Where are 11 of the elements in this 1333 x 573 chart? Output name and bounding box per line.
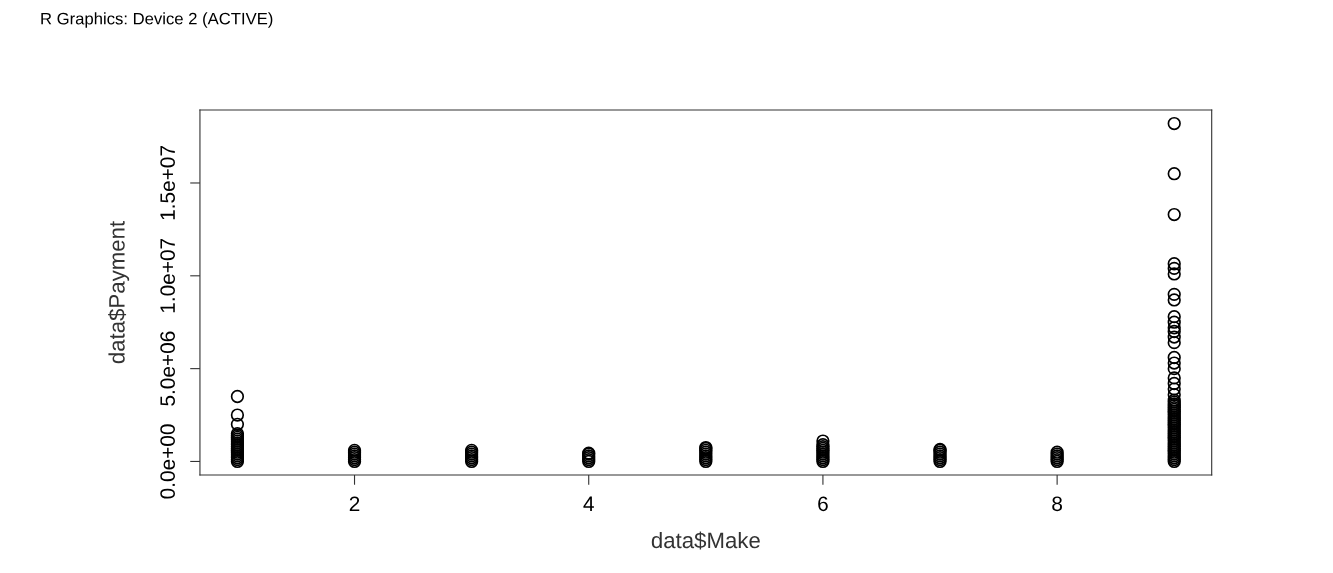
x-tick-label: 8 [1052,496,1063,512]
y-axis-title: data$Payment [108,221,130,364]
x-tick-label: 6 [818,496,828,512]
x-tick-label: 2 [349,496,360,511]
y-tick-label: 5.0e+06 [160,331,175,406]
y-tick-label: 1.5e+07 [160,146,175,220]
x-axis-title: data$Make [651,531,760,550]
text: R Graphics: Device 2 (ACTIVE) [41,12,273,28]
y-tick-label: 0.0e+00 [160,424,175,499]
x-tick-label: 4 [583,496,594,511]
y-tick-label: 1.0e+07 [160,238,175,313]
